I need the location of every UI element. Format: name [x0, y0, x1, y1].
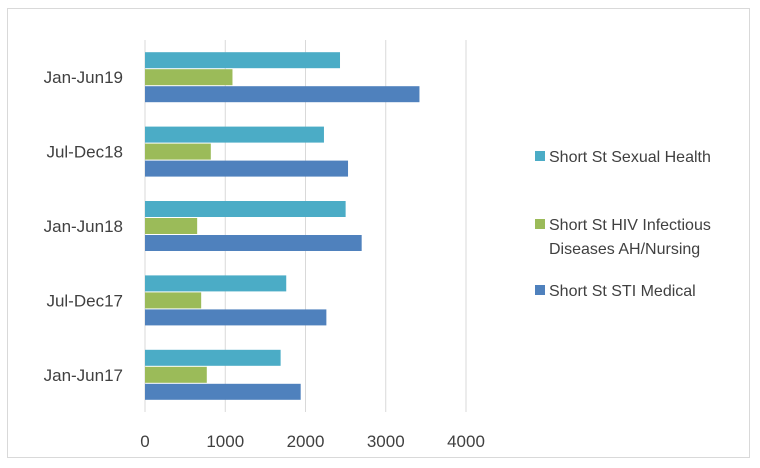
- bar: [145, 235, 362, 251]
- category-label: Jan-Jun18: [44, 217, 123, 236]
- legend-swatch: [535, 219, 545, 229]
- legend-entry: Short St STI Medical: [535, 283, 696, 300]
- legend-label: Short St HIV Infectious: [549, 217, 711, 234]
- bar: [145, 52, 341, 69]
- bar: [145, 309, 327, 326]
- x-tick-label: 1000: [206, 432, 244, 451]
- bar: [145, 275, 287, 292]
- bar: [145, 86, 420, 103]
- bar: [145, 69, 233, 86]
- bar: [145, 366, 207, 383]
- category-label: Jul-Dec18: [46, 143, 123, 162]
- bar: [145, 160, 349, 177]
- category-label: Jul-Dec17: [46, 291, 123, 310]
- legend-swatch: [535, 151, 545, 161]
- legend-swatch: [535, 285, 545, 295]
- legend-entry: Short St HIV Infectious Diseases AH/Nursi…: [535, 217, 711, 258]
- x-tick-label: 0: [140, 432, 149, 451]
- bar: [145, 143, 211, 160]
- chart-frame: [7, 8, 750, 458]
- legend-label: Short St Sexual Health: [549, 149, 711, 166]
- category-label: Jan-Jun17: [44, 366, 123, 385]
- category-label: Jan-Jun19: [44, 68, 123, 87]
- x-tick-labels: 0 1000 2000 3000 4000: [140, 432, 485, 451]
- bar: [145, 218, 198, 234]
- legend-label: Short St STI Medical: [549, 283, 696, 300]
- legend: Short St Sexual Health Short St HIV Infec…: [535, 149, 711, 300]
- bar: [145, 292, 202, 309]
- bar: [145, 126, 324, 143]
- x-tick-label: 3000: [367, 432, 405, 451]
- bar: [145, 349, 281, 366]
- legend-label: Diseases AH/Nursing: [549, 241, 700, 258]
- bar: [145, 383, 301, 400]
- x-tick-label: 4000: [447, 432, 485, 451]
- bars: [145, 52, 420, 400]
- category-labels: Jan-Jun19 Jul-Dec18 Jan-Jun18 Jul-Dec17 Jan-…: [44, 68, 123, 385]
- bar: [145, 201, 346, 217]
- x-tick-label: 2000: [287, 432, 325, 451]
- legend-entry: Short St Sexual Health: [535, 149, 711, 166]
